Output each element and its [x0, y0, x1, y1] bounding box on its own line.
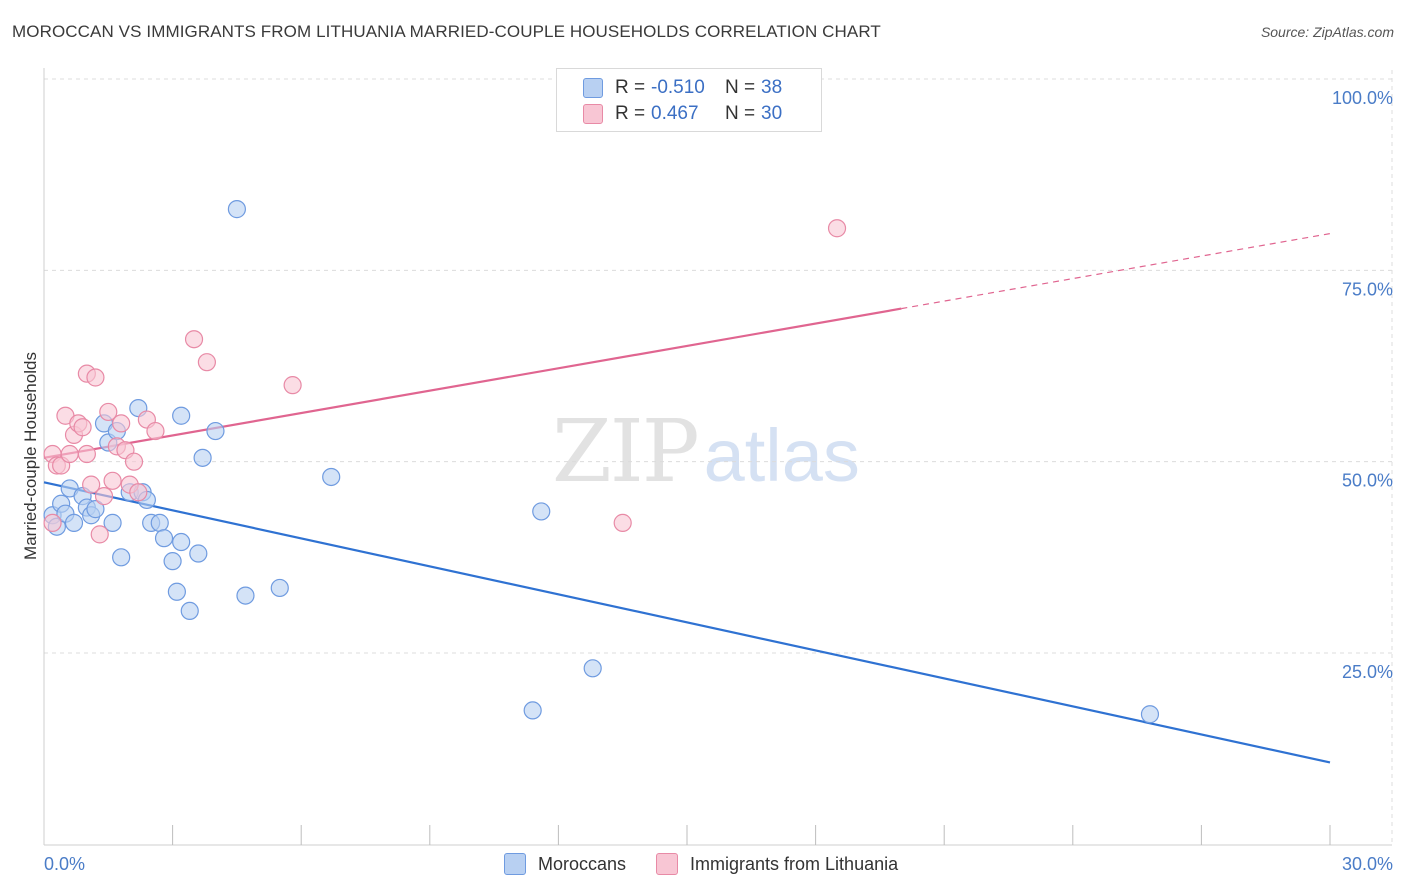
chart-title: MOROCCAN VS IMMIGRANTS FROM LITHUANIA MA… — [12, 22, 881, 41]
lithuania-point — [129, 483, 148, 502]
grid — [44, 70, 1393, 845]
lithuania-trendline — [901, 233, 1331, 310]
legend-r-value: 0.467 — [651, 103, 699, 124]
moroccans-point — [270, 578, 289, 598]
legend-label: Moroccans — [538, 853, 627, 874]
legend-r-label: R = — [615, 77, 646, 98]
y-tick-label: 25.0% — [1342, 662, 1393, 682]
x-tick-label: 30.0% — [1342, 854, 1393, 874]
lithuania-point — [103, 471, 122, 490]
lithuania-point — [60, 444, 79, 464]
legend-swatch-blue — [583, 78, 603, 98]
legend-n-label: N = — [725, 103, 756, 124]
moroccans-point — [150, 513, 169, 532]
lithuania-point — [283, 376, 302, 395]
moroccans-point — [172, 532, 191, 552]
moroccans-point — [523, 701, 542, 720]
legend-n-value: 38 — [761, 77, 783, 98]
legend-swatch-pink — [656, 853, 679, 875]
legend-n-label: N = — [725, 77, 756, 98]
moroccans-point — [180, 601, 199, 621]
legend-label: Immigrants from Lithuania — [690, 853, 899, 874]
moroccans-point — [193, 448, 212, 467]
moroccans-point — [167, 582, 186, 601]
lithuania-point — [73, 418, 92, 437]
moroccans-point — [86, 500, 105, 519]
lithuania-point — [43, 513, 62, 532]
lithuania-trendline — [43, 307, 902, 459]
tick-labels: 25.0% 50.0% 75.0% 100.0% 0.0% 30.0% Married-co… — [21, 88, 1393, 874]
moroccans-point — [1140, 705, 1160, 724]
moroccans-point — [112, 548, 131, 567]
trendlines — [43, 233, 1331, 764]
lithuania-point — [82, 475, 101, 494]
legend-r-label: R = — [615, 103, 646, 124]
data-points — [43, 200, 1160, 724]
lithuania-point — [112, 414, 131, 433]
lithuania-point — [613, 513, 632, 532]
y-tick-label: 50.0% — [1342, 471, 1393, 491]
legend-n-value: 30 — [761, 103, 783, 124]
lithuania-point — [827, 219, 847, 238]
legend-swatch-blue — [504, 853, 526, 875]
x-tick-label: 0.0% — [44, 854, 85, 874]
correlation-legend: R = -0.510 N = 38 R = 0.467 N = 30 — [556, 68, 822, 132]
watermark-atlas: atlas — [703, 414, 860, 497]
moroccans-point — [583, 659, 602, 678]
legend-swatch-pink — [583, 104, 603, 124]
moroccans-point — [236, 586, 255, 605]
moroccans-point — [163, 552, 182, 571]
lithuania-point — [197, 353, 216, 372]
lithuania-point — [184, 330, 204, 349]
lithuania-point — [99, 402, 118, 422]
axes — [43, 68, 1392, 846]
y-tick-label: 100.0% — [1332, 88, 1393, 108]
moroccans-point — [227, 200, 246, 219]
moroccans-point — [64, 513, 84, 532]
moroccans-point — [172, 406, 191, 425]
series-legend: Moroccans Immigrants from Lithuania — [504, 852, 928, 876]
moroccans-point — [154, 529, 174, 548]
legend-item-lithuania: Immigrants from Lithuania — [656, 853, 898, 875]
source-label: Source: ZipAtlas.com — [1260, 24, 1394, 40]
moroccans-point — [103, 513, 122, 532]
moroccans-point — [189, 544, 208, 563]
moroccans-point — [532, 502, 551, 521]
legend-row-moroccans: R = -0.510 N = 38 — [583, 76, 782, 100]
watermark-zip: ZIP — [552, 402, 700, 502]
y-axis-title: Married-couple Households — [21, 352, 40, 560]
lithuania-point — [86, 368, 105, 387]
watermark: ZIPatlas — [552, 402, 860, 502]
lithuania-point — [77, 444, 96, 464]
lithuania-point — [94, 487, 114, 506]
moroccans-trendline — [43, 481, 1331, 764]
legend-item-moroccans: Moroccans — [504, 853, 626, 875]
lithuania-point — [90, 525, 109, 544]
legend-row-lithuania: R = 0.467 N = 30 — [583, 102, 782, 126]
lithuania-point — [146, 421, 165, 441]
moroccans-point — [322, 467, 341, 487]
lithuania-point — [124, 452, 144, 471]
legend-r-value: -0.510 — [651, 77, 705, 98]
y-tick-label: 75.0% — [1342, 279, 1393, 299]
moroccans-point — [206, 421, 225, 441]
